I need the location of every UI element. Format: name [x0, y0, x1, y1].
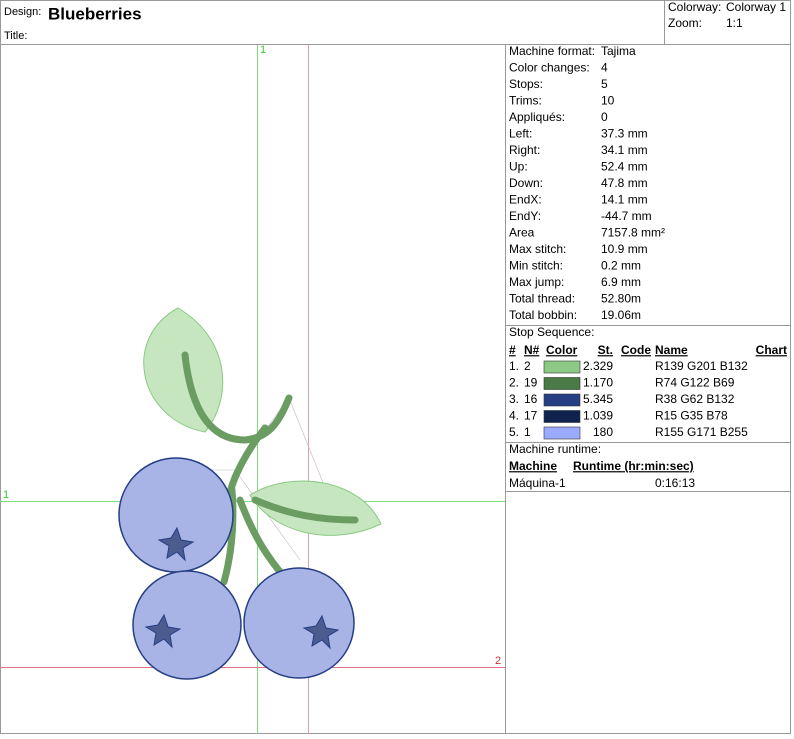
- property-label: Color changes:: [509, 61, 590, 75]
- blossom-end: [302, 614, 340, 650]
- property-label: Machine format:: [509, 44, 595, 58]
- property-label: EndY:: [509, 209, 541, 223]
- property-label: Appliqués:: [509, 110, 565, 124]
- property-label: Max jump:: [509, 275, 564, 289]
- needle: 17: [524, 409, 538, 423]
- column-header: Code: [621, 343, 651, 357]
- needle: 1: [524, 425, 531, 439]
- property-label: Left:: [509, 127, 532, 141]
- section-title: Machine runtime:: [509, 442, 601, 456]
- blossom-end: [157, 526, 195, 562]
- property-value: 6.9 mm: [601, 275, 641, 289]
- color-name: R155 G171 B255: [655, 425, 748, 439]
- column-header: #: [509, 343, 516, 357]
- property-label: Right:: [509, 143, 540, 157]
- berry: [132, 570, 242, 680]
- property-value: 34.1 mm: [601, 143, 648, 157]
- property-label: Stops:: [509, 77, 543, 91]
- property-value: 14.1 mm: [601, 193, 648, 207]
- zoom: 1:1: [726, 16, 743, 30]
- berry: [243, 567, 355, 679]
- color-name: R15 G35 B78: [655, 409, 728, 423]
- stop-index: 4.: [509, 409, 519, 423]
- property-value: 52.80m: [601, 292, 641, 306]
- column-header: St.: [598, 343, 613, 357]
- property-value: -44.7 mm: [601, 209, 652, 223]
- needle: 2: [524, 359, 531, 373]
- color-swatch: [543, 410, 581, 423]
- artwork: [118, 307, 382, 680]
- design-label: Design:: [4, 6, 41, 18]
- stop-index: 2.: [509, 376, 519, 390]
- property-value: 19.06m: [601, 308, 641, 322]
- property-value: 37.3 mm: [601, 127, 648, 141]
- property-value: 47.8 mm: [601, 176, 648, 190]
- zoom-label: Zoom:: [668, 16, 702, 30]
- property-label: Total bobbin:: [509, 308, 577, 322]
- column-header: Name: [655, 343, 688, 357]
- color-name: R74 G122 B69: [655, 376, 735, 390]
- property-value: 7157.8 mm²: [601, 226, 665, 240]
- property-label: Down:: [509, 176, 543, 190]
- column-header: N#: [524, 343, 540, 357]
- needle: 16: [524, 392, 538, 406]
- guide-label: 2: [495, 655, 501, 667]
- column-header: Machine: [509, 459, 557, 473]
- color-swatch: [543, 393, 581, 407]
- colorway-label: Colorway:: [668, 0, 721, 14]
- needle: 19: [524, 376, 538, 390]
- color-name: R38 G62 B132: [655, 392, 735, 406]
- property-label: Up:: [509, 160, 528, 174]
- property-label: Max stitch:: [509, 242, 566, 256]
- title-label: Title:: [4, 30, 27, 42]
- color-swatch: [543, 377, 581, 390]
- berry: [118, 457, 234, 573]
- guide-label: 1: [3, 489, 9, 501]
- property-label: Area: [509, 226, 535, 240]
- colorway: Colorway 1: [726, 0, 786, 14]
- machine: Máquina-1: [509, 476, 566, 490]
- property-label: Min stitch:: [509, 259, 563, 273]
- property-value: 10: [601, 94, 615, 108]
- property-value: 4: [601, 61, 608, 75]
- stitches: 2.329: [583, 359, 613, 373]
- column-header: Runtime (hr:min:sec): [573, 459, 694, 473]
- color-swatch: [543, 360, 581, 374]
- design-name: Blueberries: [48, 4, 142, 23]
- property-label: Trims:: [509, 94, 542, 108]
- property-label: Total thread:: [509, 292, 575, 306]
- leaf: [143, 307, 224, 433]
- stem: [181, 351, 359, 586]
- color-name: R139 G201 B132: [655, 359, 748, 373]
- property-value: 5: [601, 77, 608, 91]
- stitches: 5.345: [583, 392, 613, 406]
- property-value: Tajima: [601, 44, 636, 58]
- stitches: 1.170: [583, 376, 613, 390]
- stop-index: 1.: [509, 359, 519, 373]
- column-header: Color: [546, 343, 578, 357]
- runtime: 0:16:13: [655, 476, 695, 490]
- stitches: 180: [593, 425, 613, 439]
- stitches: 1.039: [583, 409, 613, 423]
- property-value: 10.9 mm: [601, 242, 648, 256]
- color-swatch: [543, 426, 581, 440]
- section-title: Stop Sequence:: [509, 325, 594, 339]
- stop-index: 3.: [509, 392, 519, 406]
- column-header: Chart: [756, 343, 787, 357]
- property-value: 0: [601, 110, 608, 124]
- property-value: 0.2 mm: [601, 259, 641, 273]
- property-label: EndX:: [509, 193, 542, 207]
- stop-index: 5.: [509, 425, 519, 439]
- guide-label: 1: [260, 44, 266, 56]
- property-value: 52.4 mm: [601, 160, 648, 174]
- blossom-end: [144, 613, 182, 649]
